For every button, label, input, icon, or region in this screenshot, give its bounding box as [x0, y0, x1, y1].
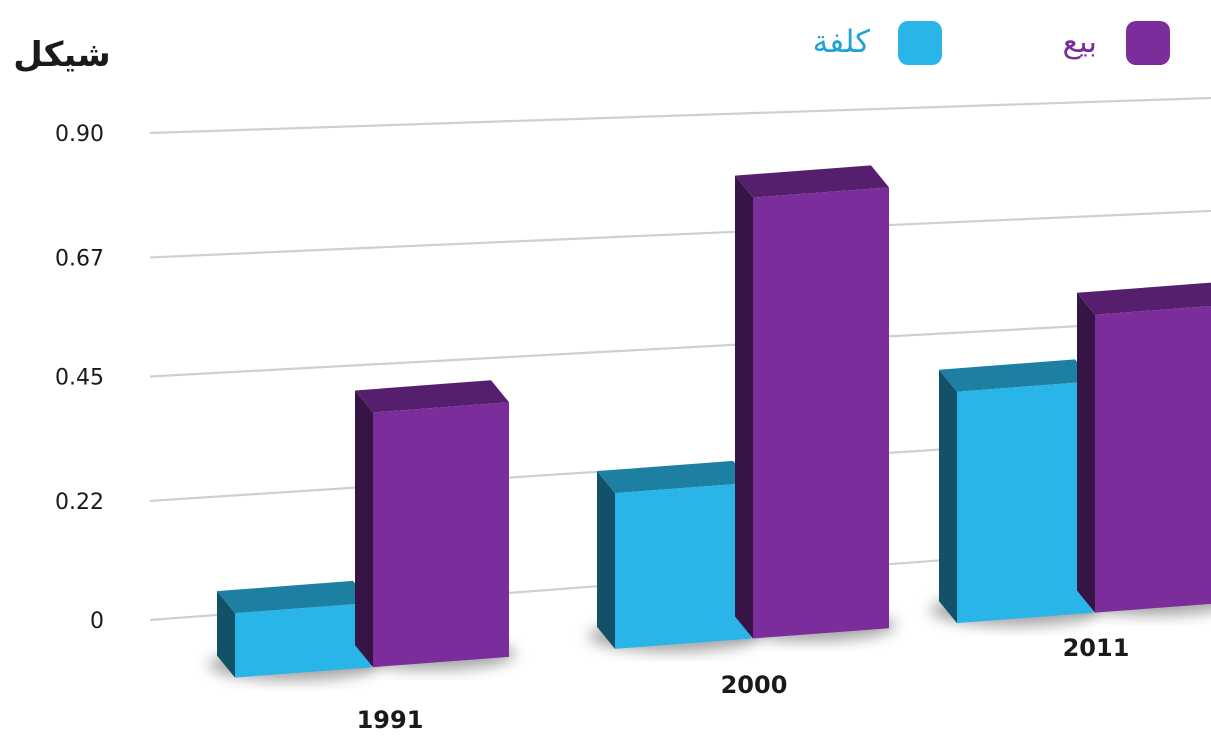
- bar-top-face: [735, 165, 889, 198]
- y-axis-title: شيكل: [13, 35, 110, 75]
- bar-front-face: [957, 381, 1093, 624]
- bar-front-face: [615, 482, 751, 649]
- y-tick-labels: 0 0.22 0.45 0.67 0.90: [55, 122, 104, 634]
- gridline: [149, 96, 1211, 135]
- bar-front-face: [753, 187, 889, 639]
- bar-top-face: [217, 580, 371, 614]
- bar-top-face: [939, 359, 1093, 392]
- legend-item-sale: بيع: [1063, 21, 1170, 65]
- bar-front-face: [373, 402, 509, 668]
- legend-label-sale: بيع: [1063, 24, 1097, 60]
- bar-top-face: [1077, 282, 1211, 315]
- y-tick-label: 0.67: [55, 246, 104, 271]
- bar-sale-2000: [735, 165, 889, 639]
- y-tick-label: 0.90: [55, 122, 104, 147]
- bar-side-face: [597, 471, 615, 649]
- legend-item-cost: كلفة: [813, 21, 942, 65]
- bar-front-face: [235, 602, 371, 678]
- bar-cost-1991: [217, 580, 371, 678]
- x-tick-label: 1991: [357, 706, 424, 734]
- legend-label-cost: كلفة: [813, 24, 871, 60]
- bar-cost-2000: [597, 460, 751, 649]
- legend-swatch-sale: [1126, 21, 1170, 65]
- x-tick-label: 2011: [1063, 634, 1130, 662]
- bar-sale-2011: [1077, 282, 1211, 613]
- bars: [217, 165, 1211, 678]
- bar-side-face: [355, 390, 373, 668]
- bar-sale-1991: [355, 380, 509, 668]
- y-tick-label: 0.45: [55, 366, 104, 391]
- bar-front-face: [1095, 306, 1211, 613]
- bar-side-face: [735, 175, 753, 639]
- x-tick-labels: 1991 2000 2011: [357, 634, 1130, 734]
- y-tick-label: 0.22: [55, 490, 104, 515]
- gridline: [149, 317, 1211, 378]
- bar-top-face: [597, 460, 751, 494]
- legend-swatch-cost: [898, 21, 942, 65]
- bar-side-face: [217, 591, 235, 678]
- bar-top-face: [355, 380, 509, 413]
- gridline: [149, 209, 1211, 259]
- legend: بيع كلفة: [813, 21, 1170, 65]
- bar-side-face: [1077, 292, 1095, 613]
- y-tick-label: 0: [90, 609, 104, 634]
- bar-side-face: [939, 369, 957, 624]
- x-tick-label: 2000: [721, 671, 788, 699]
- bar-cost-2011: [939, 359, 1093, 624]
